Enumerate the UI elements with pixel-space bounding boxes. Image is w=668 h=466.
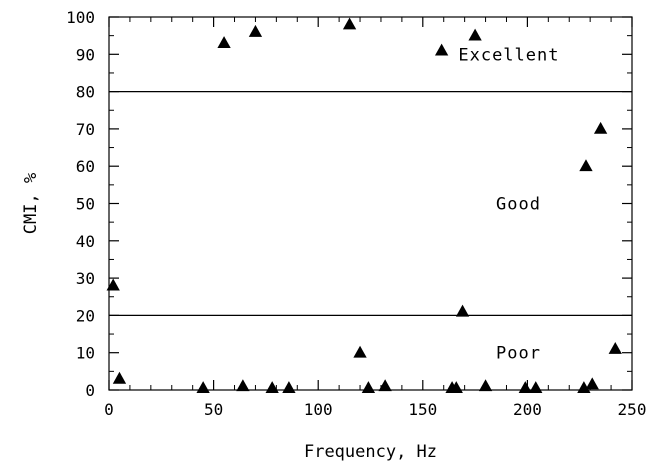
data-point xyxy=(468,28,482,41)
x-axis-label: Frequency, Hz xyxy=(304,442,437,462)
y-tick-label: 0 xyxy=(85,381,95,400)
region-label-excellent: Excellent xyxy=(458,45,559,65)
region-label-good: Good xyxy=(496,195,541,215)
y-axis-label: CMI, % xyxy=(21,173,41,234)
data-point xyxy=(585,377,599,390)
y-tick-label: 30 xyxy=(76,269,95,288)
y-tick-label: 90 xyxy=(76,45,95,64)
data-point xyxy=(455,304,470,317)
data-point xyxy=(248,24,263,37)
data-point xyxy=(434,43,449,56)
data-point xyxy=(529,381,543,394)
data-point xyxy=(608,341,622,354)
data-point xyxy=(217,36,231,49)
major-ticks xyxy=(108,16,633,391)
data-point xyxy=(579,159,593,172)
data-point xyxy=(449,381,463,394)
data-point xyxy=(282,381,296,394)
y-tick-label: 80 xyxy=(76,83,95,102)
data-point xyxy=(236,379,250,392)
y-tick-label: 100 xyxy=(66,8,95,27)
y-tick-label: 40 xyxy=(76,232,95,251)
data-point xyxy=(265,381,279,394)
y-tick-label: 10 xyxy=(76,344,95,363)
data-point xyxy=(593,121,608,134)
data-point xyxy=(518,381,532,394)
data-point xyxy=(112,371,127,384)
data-points xyxy=(106,17,622,394)
region-label-poor: Poor xyxy=(496,344,541,364)
x-tick-label: 250 xyxy=(618,400,647,419)
data-point xyxy=(106,278,120,291)
data-point xyxy=(342,17,357,30)
minor-ticks xyxy=(109,17,632,390)
y-tick-label: 50 xyxy=(76,195,95,214)
y-tick-label: 70 xyxy=(76,120,95,139)
y-tick-label: 20 xyxy=(76,306,95,325)
x-tick-labels: 0 50 100 150 200 250 xyxy=(104,400,646,419)
x-tick-label: 200 xyxy=(513,400,542,419)
data-point xyxy=(353,345,367,358)
data-point xyxy=(378,379,392,392)
region-annotations: Excellent Good Poor xyxy=(458,45,559,364)
x-tick-label: 100 xyxy=(304,400,333,419)
x-tick-label: 0 xyxy=(104,400,114,419)
data-point xyxy=(196,381,210,394)
data-point xyxy=(361,381,376,394)
y-tick-label: 60 xyxy=(76,157,95,176)
data-point xyxy=(577,381,591,394)
y-tick-labels: 0 10 20 30 40 50 60 70 80 90 100 xyxy=(66,8,95,400)
plot-frame xyxy=(108,16,633,391)
reference-lines xyxy=(109,90,632,316)
x-tick-label: 150 xyxy=(408,400,437,419)
x-tick-label: 50 xyxy=(204,400,223,419)
data-point xyxy=(478,379,493,392)
